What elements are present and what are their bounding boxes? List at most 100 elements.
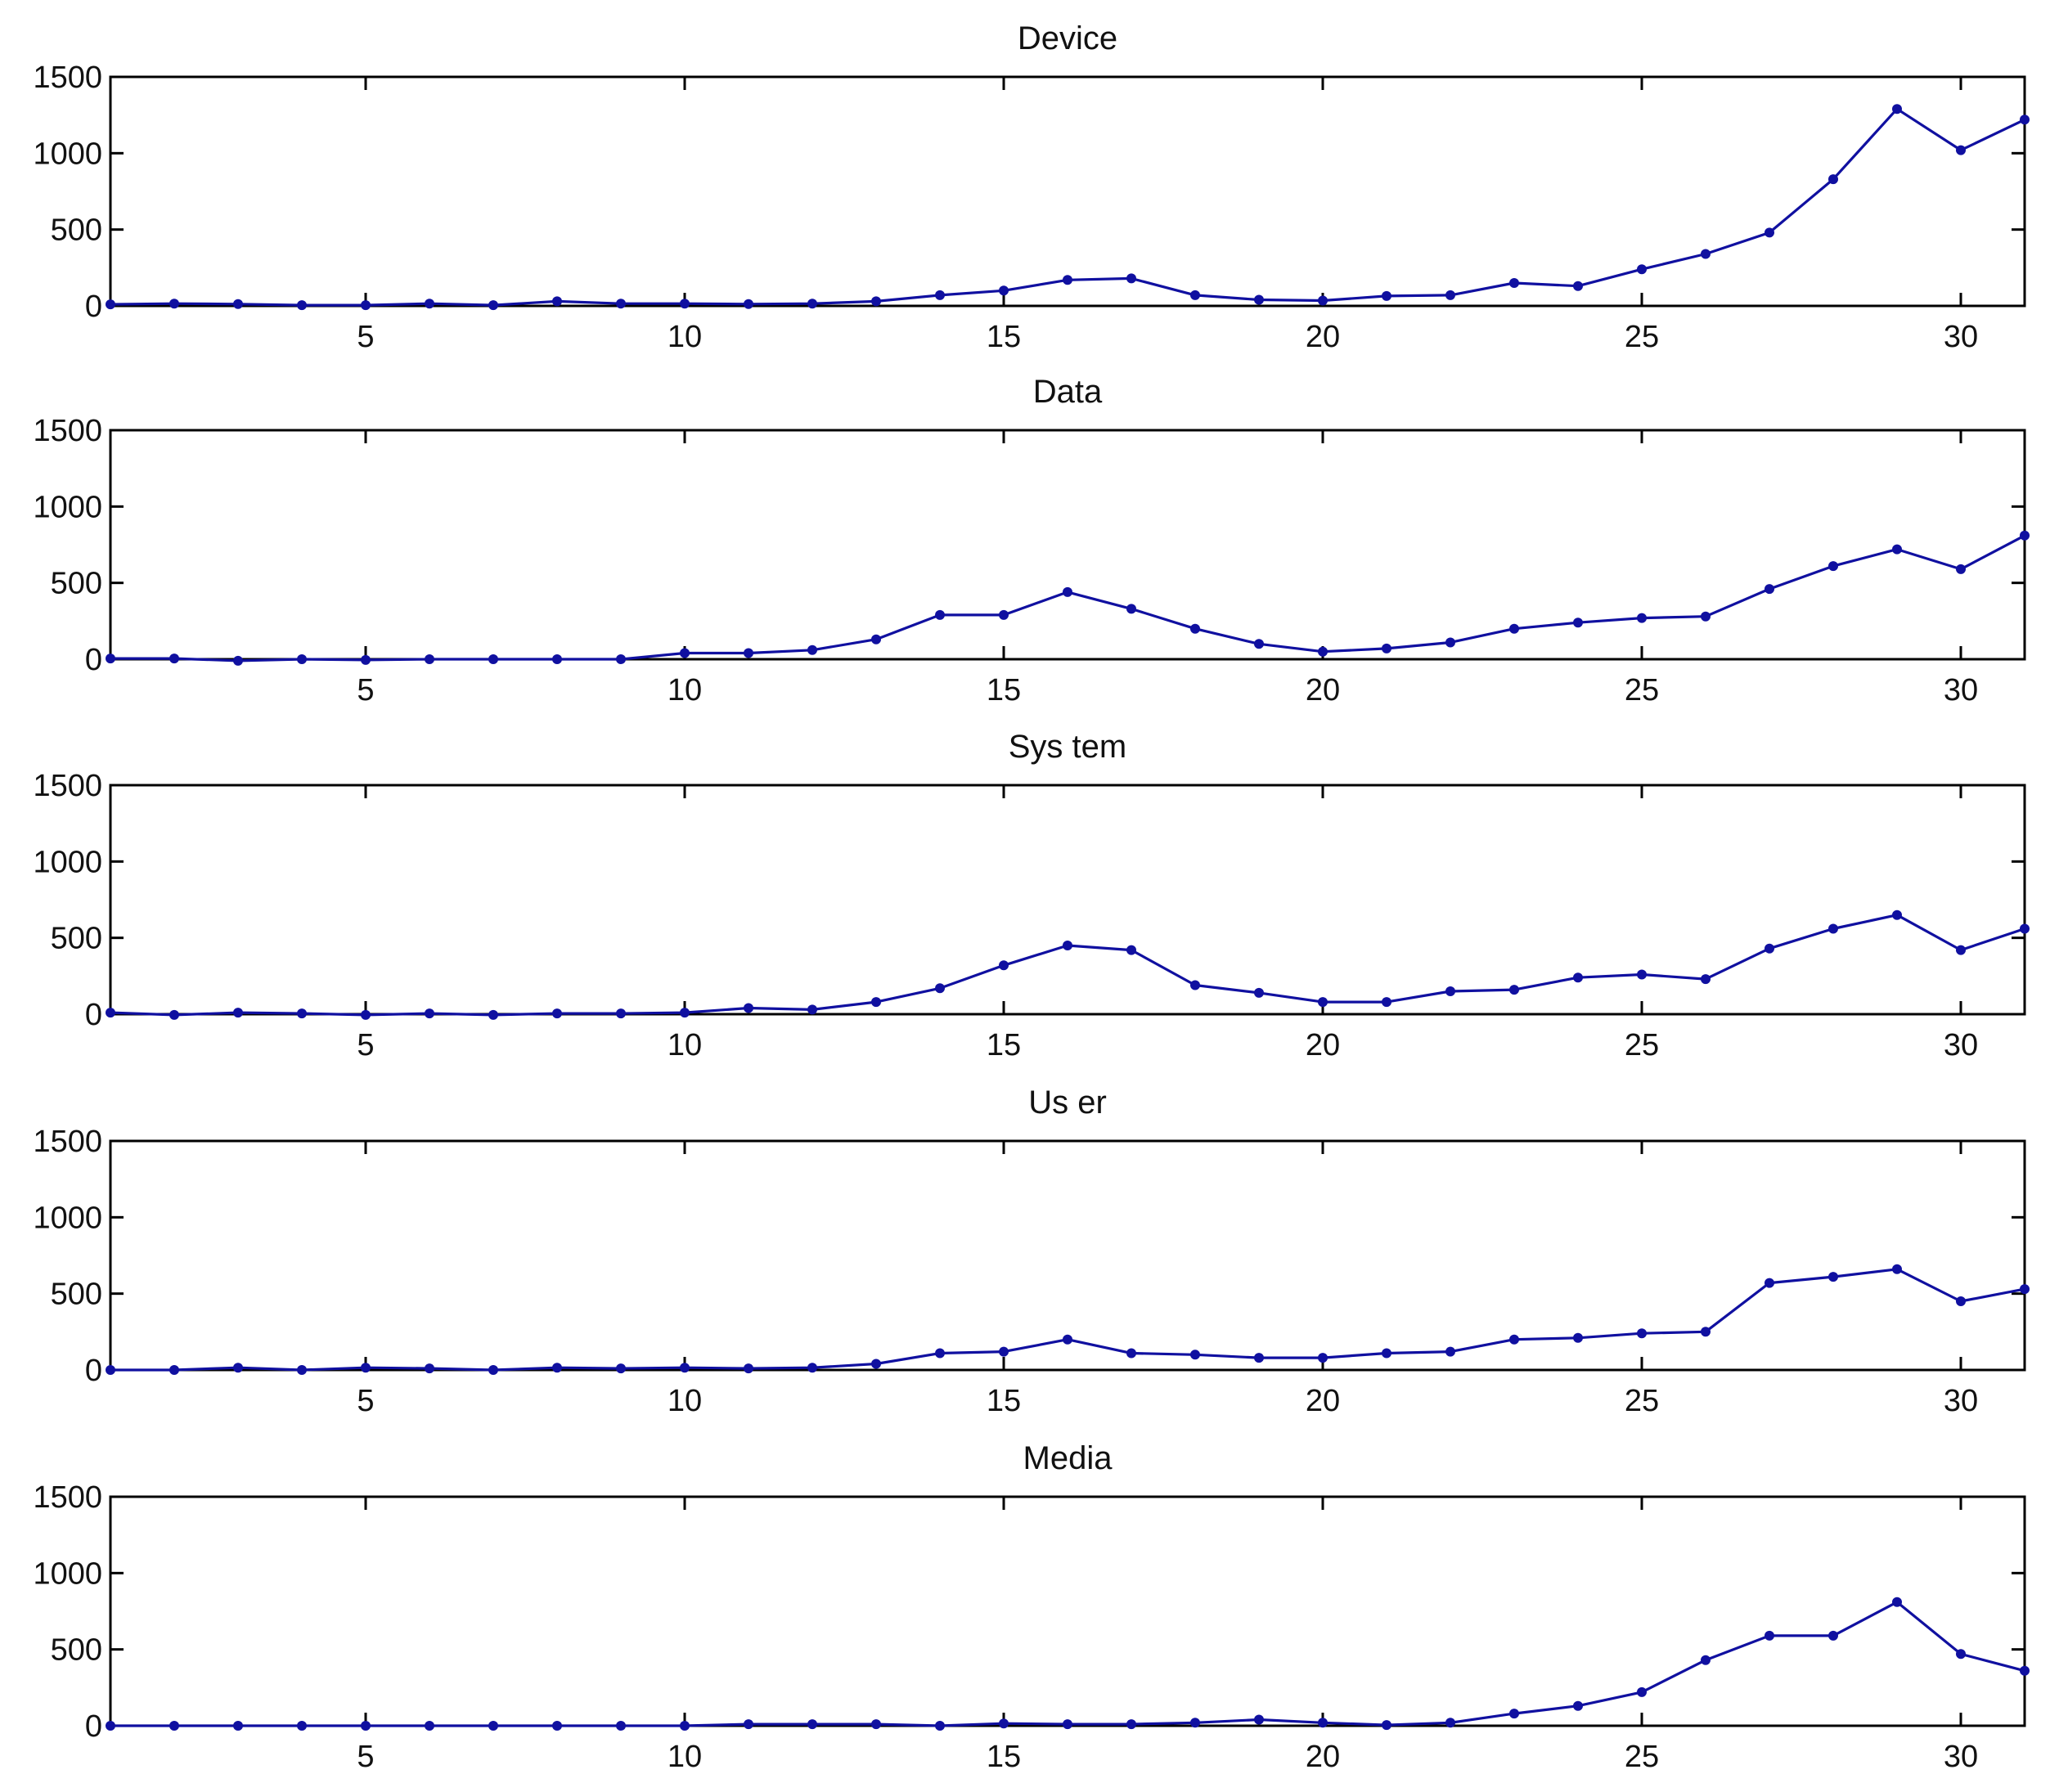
data-point bbox=[871, 1359, 881, 1369]
data-point bbox=[616, 299, 626, 309]
data-point bbox=[425, 1721, 434, 1731]
data-point bbox=[297, 1721, 307, 1731]
data-point bbox=[488, 1721, 498, 1731]
data-point bbox=[1828, 1272, 1838, 1282]
data-point bbox=[807, 1719, 817, 1730]
data-point bbox=[935, 1348, 945, 1359]
data-point bbox=[425, 654, 434, 664]
data-point bbox=[1509, 1709, 1519, 1719]
data-point bbox=[1254, 639, 1264, 649]
data-point bbox=[744, 1719, 753, 1730]
y-tick-label: 0 bbox=[85, 998, 102, 1032]
data-point bbox=[616, 1008, 626, 1019]
data-point bbox=[2020, 1665, 2030, 1676]
data-point bbox=[1828, 561, 1838, 572]
y-tick-label: 0 bbox=[85, 1709, 102, 1744]
data-point bbox=[1573, 1332, 1583, 1343]
y-tick-label: 1000 bbox=[33, 845, 102, 879]
data-point bbox=[1318, 997, 1328, 1008]
data-point bbox=[488, 1009, 498, 1020]
data-point bbox=[425, 1008, 434, 1019]
data-point bbox=[2020, 115, 2030, 125]
x-tick-label: 30 bbox=[1944, 320, 1978, 354]
data-point bbox=[999, 1346, 1009, 1357]
data-point bbox=[680, 648, 690, 658]
y-tick-label: 1000 bbox=[33, 490, 102, 524]
data-point bbox=[1765, 1630, 1774, 1641]
x-tick-label: 20 bbox=[1306, 673, 1340, 707]
x-tick-label: 5 bbox=[357, 673, 374, 707]
data-point bbox=[1637, 1686, 1647, 1697]
data-point bbox=[169, 1365, 179, 1375]
data-point bbox=[1318, 1353, 1328, 1363]
data-point bbox=[1892, 544, 1902, 555]
data-point bbox=[1637, 1328, 1647, 1339]
data-point bbox=[744, 299, 753, 309]
data-point bbox=[106, 1365, 115, 1375]
data-point bbox=[999, 1718, 1009, 1729]
data-point bbox=[361, 1363, 371, 1373]
data-point bbox=[999, 609, 1009, 620]
data-point bbox=[1892, 1264, 1902, 1274]
data-point bbox=[1765, 584, 1774, 595]
data-point bbox=[1637, 613, 1647, 623]
y-tick-label: 1000 bbox=[33, 137, 102, 171]
data-point bbox=[999, 285, 1009, 296]
x-tick-label: 5 bbox=[357, 1740, 374, 1774]
data-point bbox=[1126, 1719, 1136, 1730]
data-point bbox=[1573, 281, 1583, 291]
x-tick-label: 25 bbox=[1625, 1740, 1659, 1774]
x-tick-label: 15 bbox=[987, 1740, 1021, 1774]
data-point bbox=[1509, 623, 1519, 634]
y-tick-label: 500 bbox=[51, 922, 102, 956]
data-point bbox=[1254, 1353, 1264, 1363]
data-point bbox=[1573, 972, 1583, 983]
data-point bbox=[1445, 1346, 1455, 1357]
x-tick-label: 25 bbox=[1625, 320, 1659, 354]
data-point bbox=[1445, 986, 1455, 996]
x-tick-label: 15 bbox=[987, 1028, 1021, 1062]
data-point bbox=[1828, 174, 1838, 185]
data-point bbox=[1190, 290, 1200, 300]
data-point bbox=[169, 299, 179, 309]
data-point bbox=[233, 1721, 243, 1731]
data-point bbox=[1701, 249, 1711, 259]
y-tick-label: 1000 bbox=[33, 1201, 102, 1235]
data-point bbox=[1637, 264, 1647, 275]
data-point bbox=[1509, 985, 1519, 995]
data-point bbox=[106, 653, 115, 664]
data-point bbox=[1318, 646, 1328, 657]
y-tick-label: 500 bbox=[51, 567, 102, 601]
x-tick-label: 25 bbox=[1625, 673, 1659, 707]
data-point bbox=[1509, 1334, 1519, 1345]
data-point bbox=[1573, 618, 1583, 628]
data-point bbox=[935, 290, 945, 300]
data-point bbox=[1382, 1720, 1391, 1731]
data-point bbox=[1956, 145, 1966, 155]
data-point bbox=[233, 299, 243, 309]
data-point bbox=[1509, 278, 1519, 288]
x-tick-label: 30 bbox=[1944, 1384, 1978, 1418]
y-tick-label: 0 bbox=[85, 643, 102, 677]
data-point bbox=[1382, 643, 1391, 653]
data-point bbox=[2020, 923, 2030, 934]
data-point bbox=[425, 299, 434, 309]
data-point bbox=[680, 1008, 690, 1018]
x-tick-label: 20 bbox=[1306, 320, 1340, 354]
x-tick-label: 30 bbox=[1944, 673, 1978, 707]
data-point bbox=[1063, 1719, 1072, 1730]
y-tick-label: 0 bbox=[85, 1354, 102, 1388]
y-tick-label: 1000 bbox=[33, 1556, 102, 1591]
data-point bbox=[361, 1721, 371, 1731]
axes-box bbox=[109, 75, 2026, 308]
data-point bbox=[1254, 1714, 1264, 1725]
data-point bbox=[1956, 1649, 1966, 1660]
data-point bbox=[1573, 1700, 1583, 1711]
data-point bbox=[1190, 623, 1200, 634]
data-point bbox=[1190, 1718, 1200, 1728]
data-point bbox=[807, 1363, 817, 1373]
data-point bbox=[1637, 969, 1647, 980]
data-point bbox=[1063, 941, 1072, 950]
axes-box bbox=[109, 429, 2026, 661]
data-point bbox=[1254, 294, 1264, 305]
